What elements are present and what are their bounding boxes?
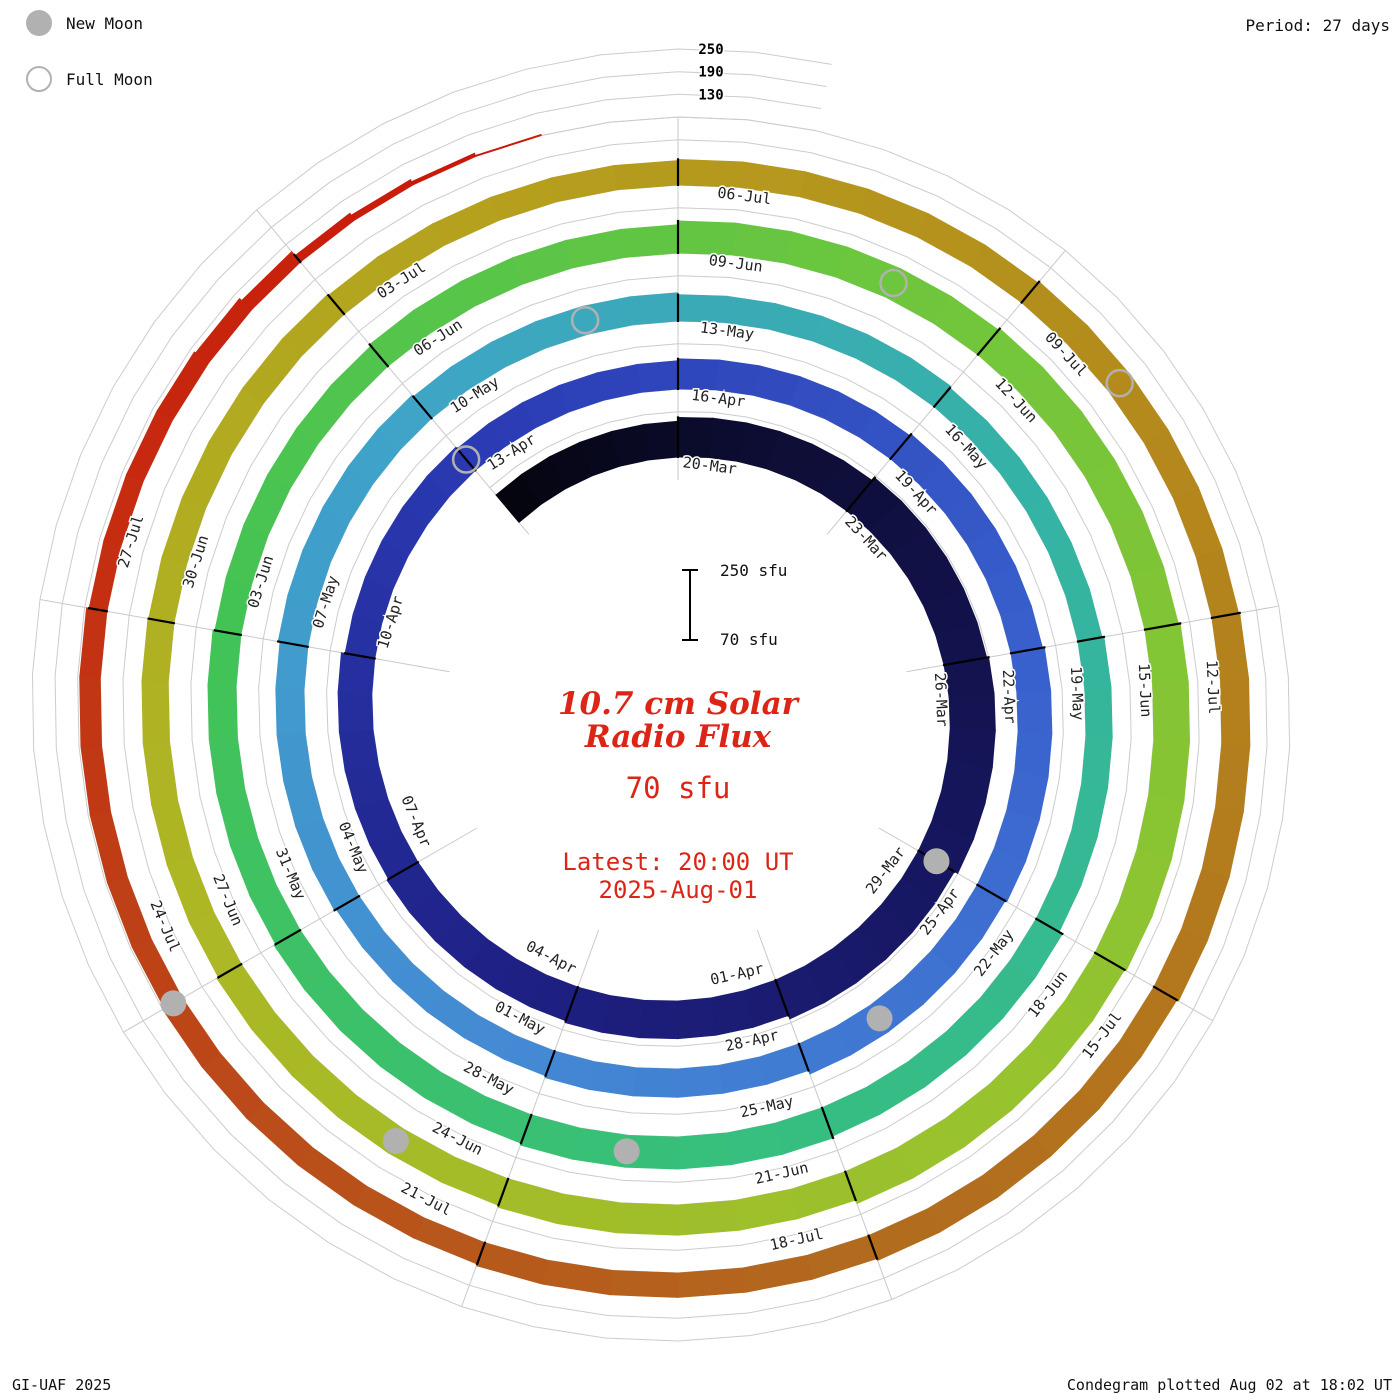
legend-full-moon: Full Moon xyxy=(26,64,153,94)
moon-legend: New Moon Full Moon xyxy=(26,8,153,120)
date-label-21-Jun: 21-Jun xyxy=(753,1158,810,1187)
latest-reading: Latest: 20:00 UT 2025-Aug-01 xyxy=(458,847,898,904)
date-label-26-Mar: 26-Mar xyxy=(931,672,952,727)
full-moon-marker-10-Jul xyxy=(1105,368,1134,398)
date-label-25-May: 25-May xyxy=(738,1092,795,1121)
new-moon-label: New Moon xyxy=(66,13,144,33)
chart-center-text: 10.7 cm Solar Radio Flux 70 sfu Latest: … xyxy=(458,686,898,904)
legend-new-moon: New Moon xyxy=(26,8,153,38)
flux-spiral-band xyxy=(79,133,1251,1298)
date-label-12-Jul: 12-Jul xyxy=(1203,660,1224,715)
period-label: Period: 27 days xyxy=(1245,16,1391,35)
new-moon-marker-27-Apr xyxy=(866,1005,893,1032)
chart-title: 10.7 cm Solar Radio Flux xyxy=(458,686,898,756)
date-tick-marks xyxy=(87,158,1241,1266)
radial-axis-labels: 250 190 130 xyxy=(697,41,725,105)
new-moon-marker-27-May xyxy=(613,1138,640,1165)
radial-axis-label-130: 130 xyxy=(698,87,723,103)
chart-title-line1: 10.7 cm Solar xyxy=(557,686,799,722)
date-label-15-Jun: 15-Jun xyxy=(1135,663,1156,718)
new-moon-icon xyxy=(26,10,52,36)
new-moon-marker-25-Jun xyxy=(382,1127,409,1154)
flux-scale-bar: 250 sfu 70 sfu xyxy=(682,561,787,649)
date-label-19-May: 19-May xyxy=(1067,666,1088,721)
full-moon-marker-13-Apr xyxy=(451,445,481,474)
full-moon-icon xyxy=(26,66,52,92)
scale-bottom-label: 70 sfu xyxy=(720,630,778,649)
full-moon-label: Full Moon xyxy=(66,69,153,89)
chart-title-line2: Radio Flux xyxy=(584,719,772,756)
scale-top-label: 250 sfu xyxy=(720,561,787,580)
radial-axis-label-250: 250 xyxy=(698,42,723,58)
new-moon-marker-29-Mar xyxy=(923,848,950,875)
latest-time: Latest: 20:00 UT xyxy=(562,847,794,876)
current-flux-value: 70 sfu xyxy=(625,770,731,805)
full-moon-marker-11-Jun xyxy=(879,268,908,298)
credit-label: GI-UAF 2025 xyxy=(12,1376,112,1394)
date-label-01-Apr: 01-Apr xyxy=(708,959,765,988)
moon-markers xyxy=(160,268,1134,1165)
full-moon-marker-12-May xyxy=(570,305,600,335)
date-label-22-Apr: 22-Apr xyxy=(999,669,1020,724)
plotted-timestamp: Condegram plotted Aug 02 at 18:02 UT xyxy=(1066,1376,1392,1394)
date-label-18-Jul: 18-Jul xyxy=(768,1225,825,1254)
radial-axis-label-190: 190 xyxy=(698,65,723,81)
latest-date: 2025-Aug-01 xyxy=(598,875,758,904)
new-moon-marker-24-Jul xyxy=(160,990,187,1017)
